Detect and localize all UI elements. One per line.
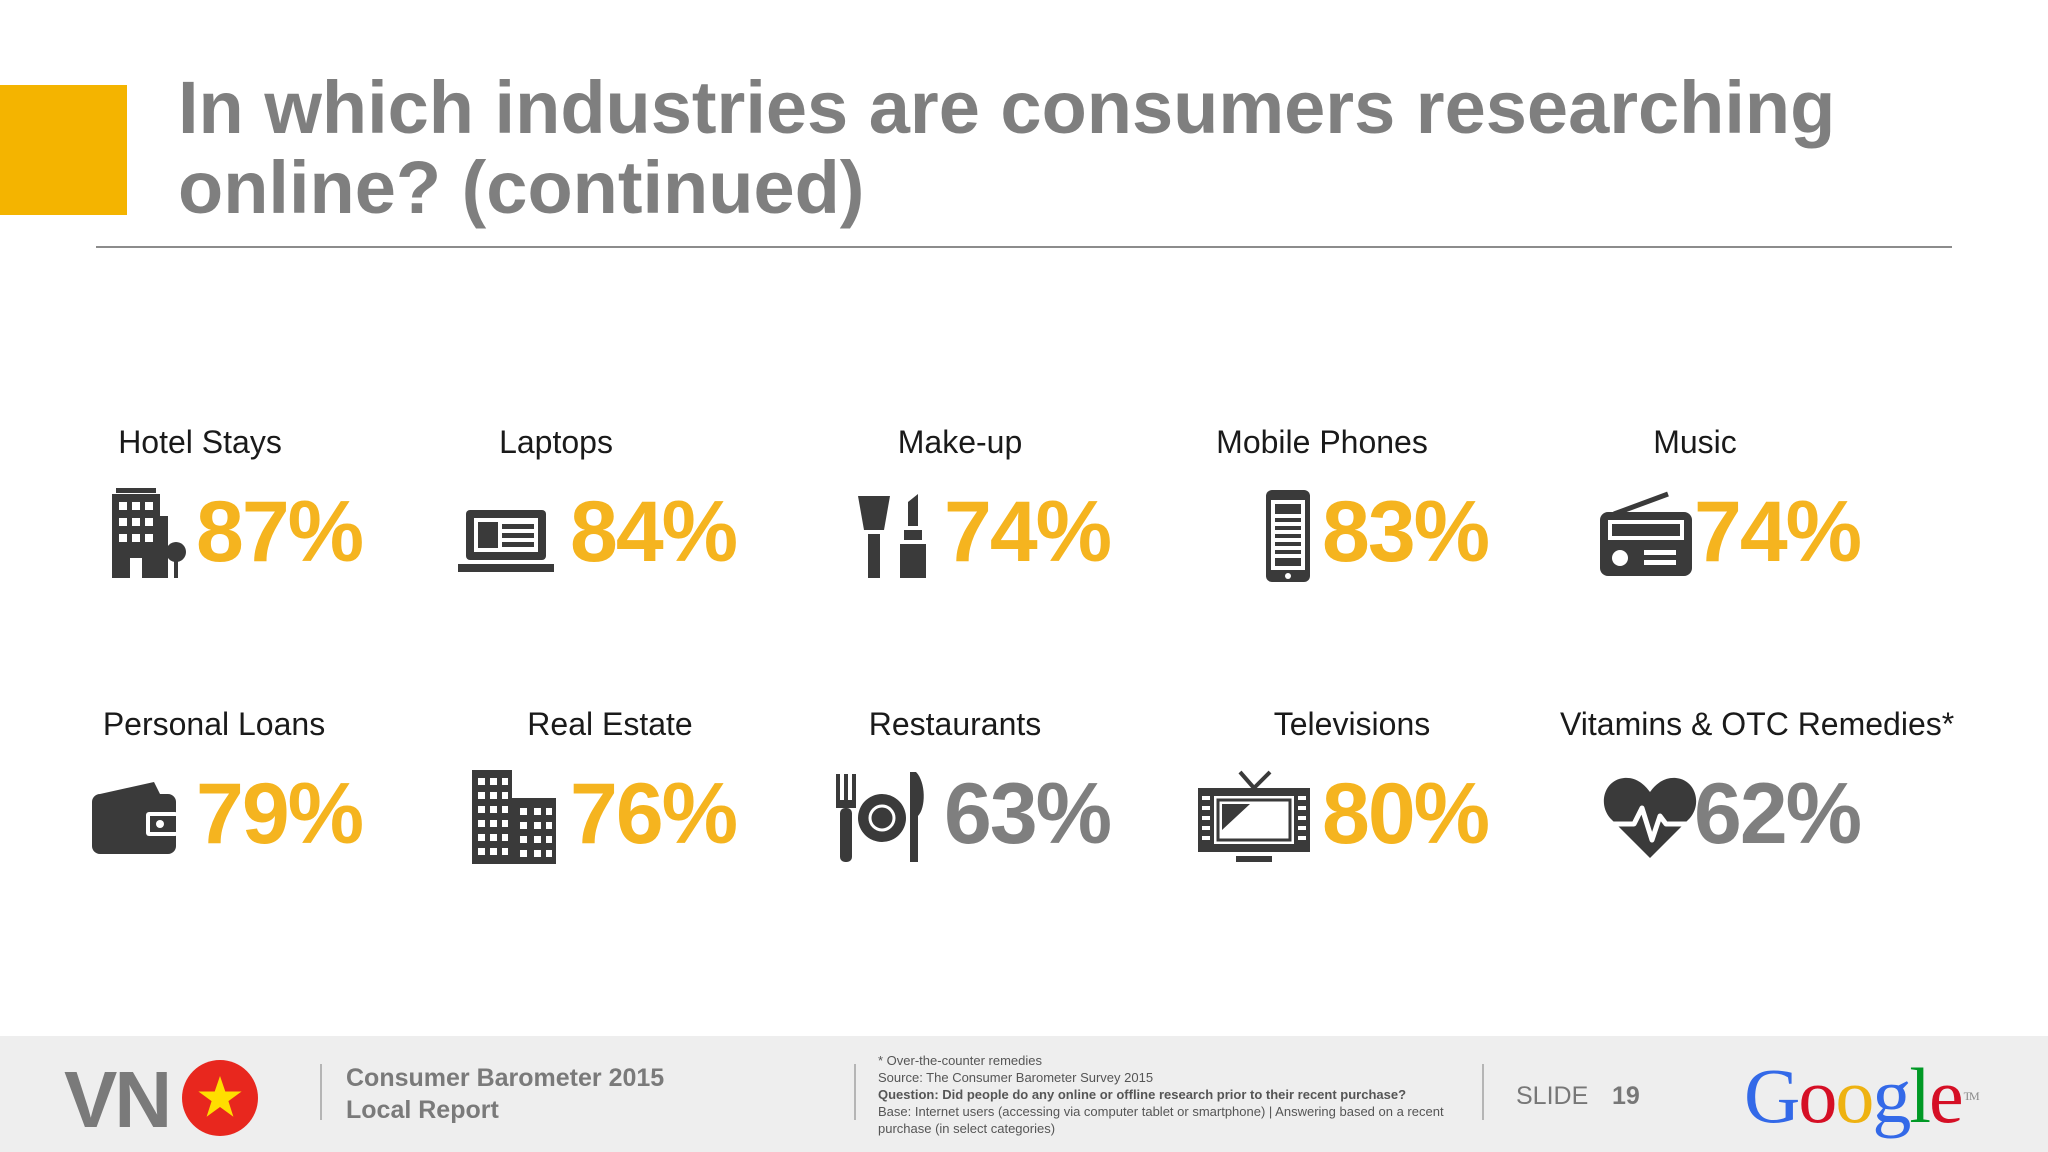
stat-real-estate: Real Estate 76% xyxy=(400,706,800,886)
laptop-icon xyxy=(456,486,556,586)
stat-label: Laptops xyxy=(400,424,712,461)
trademark-mark: TM xyxy=(1964,1089,1978,1103)
stat-label: Televisions xyxy=(1130,706,1574,743)
stat-value: 74% xyxy=(944,482,1110,582)
wallet-icon xyxy=(90,768,190,868)
slide-title: In which industries are consumers resear… xyxy=(178,68,1978,228)
question-note: Question: Did people do any online or of… xyxy=(878,1086,1458,1103)
accent-bar xyxy=(0,85,127,215)
footer-notes: * Over-the-counter remedies Source: The … xyxy=(878,1052,1458,1137)
footnote: * Over-the-counter remedies xyxy=(878,1052,1458,1069)
base-note: Base: Internet users (accessing via comp… xyxy=(878,1103,1458,1137)
stat-value: 84% xyxy=(570,482,736,582)
footer-divider xyxy=(1482,1064,1484,1120)
makeup-icon xyxy=(848,486,948,586)
stat-mobile-phones: Mobile Phones 83% xyxy=(1130,424,1530,604)
stat-label: Real Estate xyxy=(400,706,820,743)
vietnam-flag-icon xyxy=(180,1058,260,1138)
stat-label: Vitamins & OTC Remedies* xyxy=(1560,706,1950,743)
building-icon xyxy=(468,768,568,868)
stat-value: 79% xyxy=(196,764,362,864)
slide-title-line-1: In which industries are consumers resear… xyxy=(178,68,1978,148)
stat-label: Music xyxy=(1570,424,1820,461)
stat-value: 62% xyxy=(1694,764,1860,864)
source-note: Source: The Consumer Barometer Survey 20… xyxy=(878,1069,1458,1086)
report-name-line-1: Consumer Barometer 2015 xyxy=(346,1062,664,1094)
footer: VN Consumer Barometer 2015 Local Report … xyxy=(0,1036,2048,1152)
stat-label: Restaurants xyxy=(760,706,1150,743)
stat-value: 80% xyxy=(1322,764,1488,864)
stat-value: 83% xyxy=(1322,482,1488,582)
google-logo: Google TM xyxy=(1744,1056,1978,1136)
stat-televisions: Televisions 80% xyxy=(1130,706,1530,886)
stat-make-up: Make-up 74% xyxy=(760,424,1160,604)
report-name-line-2: Local Report xyxy=(346,1094,664,1126)
stat-value: 87% xyxy=(196,482,362,582)
stat-label: Mobile Phones xyxy=(1130,424,1514,461)
footer-divider xyxy=(320,1064,322,1120)
country-code: VN xyxy=(64,1060,169,1140)
title-divider xyxy=(96,246,1952,248)
television-icon xyxy=(1194,768,1314,868)
stat-value: 74% xyxy=(1694,482,1860,582)
slide-label: SLIDE xyxy=(1516,1082,1588,1111)
stat-restaurants: Restaurants 63% xyxy=(760,706,1160,886)
stat-value: 63% xyxy=(944,764,1110,864)
heart-pulse-icon xyxy=(1600,768,1700,868)
stat-label: Personal Loans xyxy=(20,706,408,743)
stat-label: Hotel Stays xyxy=(20,424,380,461)
stat-personal-loans: Personal Loans 79% xyxy=(20,706,420,886)
stat-label: Make-up xyxy=(760,424,1160,461)
stat-vitamins-otc-remedies: Vitamins & OTC Remedies* 62% xyxy=(1560,706,1960,886)
radio-icon xyxy=(1596,486,1696,586)
hotel-icon xyxy=(92,486,192,586)
slide-number: 19 xyxy=(1612,1082,1640,1111)
footer-divider xyxy=(854,1064,856,1120)
slide-title-line-2: online? (continued) xyxy=(178,148,1978,228)
stat-music: Music 74% xyxy=(1570,424,1970,604)
stat-value: 76% xyxy=(570,764,736,864)
stat-hotel-stays: Hotel Stays 87% xyxy=(20,424,420,604)
stat-laptops: Laptops 84% xyxy=(400,424,800,604)
report-name: Consumer Barometer 2015 Local Report xyxy=(346,1062,664,1126)
restaurant-icon xyxy=(830,768,930,868)
